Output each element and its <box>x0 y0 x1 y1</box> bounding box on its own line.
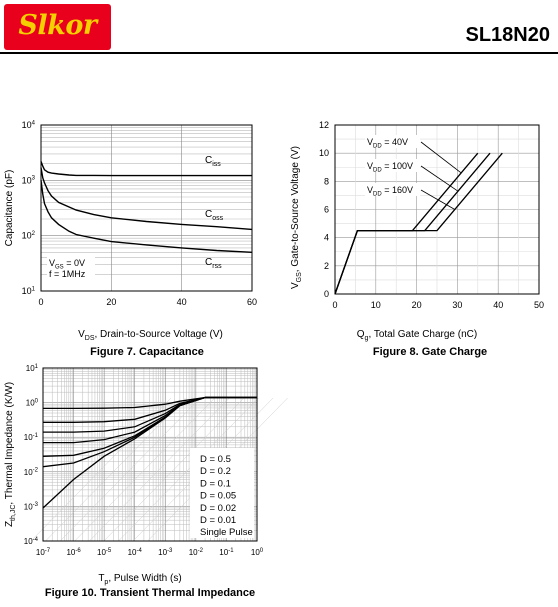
brand-logo: Slkor <box>4 4 111 50</box>
y-tick-label: 6 <box>324 205 329 215</box>
plot-frame <box>334 124 540 295</box>
series-line <box>42 396 257 509</box>
y-tick-label: 4 <box>324 233 329 243</box>
x-axis-label: VDS, Drain-to-Source Voltage (V) <box>78 329 223 342</box>
x-tick-label: 20 <box>106 297 116 307</box>
series-label-pointer <box>420 165 459 192</box>
legend-entry: D = 0.1 <box>200 478 231 489</box>
series-label: VDD = 100V <box>367 161 413 174</box>
y-tick-label: 102 <box>22 231 36 241</box>
y-axis-label: Zth,JC, Thermal Impedance (K/W) <box>4 382 17 527</box>
brand-logo-text: Slkor <box>18 10 97 41</box>
x-tick-label: 10-3 <box>158 548 173 557</box>
header-divider <box>0 52 558 54</box>
x-axis-label: Tp, Pulse Width (s) <box>98 573 181 586</box>
x-tick-label: 20 <box>412 300 422 310</box>
background-diagonal <box>45 397 186 542</box>
x-tick-label: 40 <box>493 300 503 310</box>
caption-figure-10: Figure 10. Transient Thermal Impedance <box>44 587 256 599</box>
series-line <box>40 180 253 253</box>
y-tick-label: 10-3 <box>24 502 39 511</box>
x-axis-label: Qg, Total Gate Charge (nC) <box>357 329 477 342</box>
legend-entry: D = 0.5 <box>200 454 231 465</box>
y-tick-label: 101 <box>26 364 39 373</box>
caption-figure-7: Figure 7. Capacitance <box>90 346 204 358</box>
y-tick-label: 8 <box>324 176 329 186</box>
x-tick-label: 10-5 <box>97 548 112 557</box>
legend-entry: D = 0.05 <box>200 491 236 502</box>
y-axis-label: VGS, Gate-to-Source Voltage (V) <box>290 146 303 289</box>
series-label: VDD = 160V <box>367 185 413 198</box>
series-label-pointer <box>420 189 456 210</box>
series-label-bg <box>365 135 420 148</box>
series-label: Crss <box>205 257 222 270</box>
background-diagonal <box>89 397 230 542</box>
x-tick-label: 0 <box>332 300 337 310</box>
legend-entry: D = 0.2 <box>200 466 231 477</box>
x-tick-label: 10 <box>371 300 381 310</box>
y-tick-label: 0 <box>324 289 329 299</box>
y-tick-label: 101 <box>22 286 36 296</box>
y-tick-label: 2 <box>324 261 329 271</box>
plot-frame <box>42 367 258 542</box>
background-diagonal <box>74 397 215 542</box>
x-tick-label: 100 <box>251 548 264 557</box>
chart-legend: D = 0.5D = 0.2D = 0.1 D = 0.05D = 0.02D =… <box>190 448 254 538</box>
x-tick-label: 10-2 <box>189 548 204 557</box>
series-label: Ciss <box>205 155 221 168</box>
background-diagonal <box>59 397 201 542</box>
annotation-vgs: VGS = 0V <box>49 258 85 271</box>
legend-entry: D = 0.01 <box>200 515 236 526</box>
background-diagonal <box>118 397 259 542</box>
x-tick-label: 30 <box>452 300 462 310</box>
y-axis-label: Capacitance (pF) <box>4 170 15 247</box>
part-number: SL18N20 <box>465 24 551 46</box>
x-tick-label: 10-7 <box>36 548 51 557</box>
caption-figure-8: Figure 8. Gate Charge <box>372 346 488 358</box>
chart-thermal-impedance: 101 100 10-1 10-2 10-3 10-4 10-7 10-6 10-5 10-4 10… <box>4 364 288 586</box>
chart-capacitance: 101 102 103 104 0 20 40 60 Capacitance (pF) VDS, … <box>4 120 257 342</box>
x-tick-label: 10-4 <box>128 548 143 557</box>
series-line <box>334 152 503 295</box>
y-tick-label: 10 <box>319 148 329 158</box>
legend-entry: D = 0.02 <box>200 503 236 514</box>
legend-entry: Single Pulse <box>200 527 253 538</box>
x-tick-label: 10-1 <box>219 548 234 557</box>
y-tick-label: 10-2 <box>24 468 39 477</box>
series-label: VDD = 40V <box>367 137 408 150</box>
series-label-bg <box>365 159 420 172</box>
y-tick-label: 104 <box>22 120 36 130</box>
x-tick-label: 60 <box>247 297 257 307</box>
background-diagonal <box>103 397 245 542</box>
x-tick-label: 50 <box>534 300 544 310</box>
x-tick-label: 0 <box>38 297 43 307</box>
series-line <box>40 167 253 231</box>
plot-frame <box>40 124 253 292</box>
chart-gate-charge: 0 2 4 6 8 10 12 0 10 20 30 40 50 VGS, Gate-to-Source … <box>290 120 544 342</box>
annotation-freq: f = 1MHz <box>49 269 86 279</box>
series-line <box>40 161 252 177</box>
y-tick-label: 12 <box>319 120 329 130</box>
series-label: Coss <box>205 209 224 222</box>
y-tick-label: 100 <box>26 398 39 407</box>
y-tick-label: 10-1 <box>24 433 39 442</box>
x-tick-label: 40 <box>177 297 187 307</box>
series-label-pointer <box>420 141 462 174</box>
y-tick-label: 10-4 <box>24 537 39 546</box>
annotation-bg <box>47 256 95 280</box>
series-label-bg <box>365 183 420 196</box>
y-tick-label: 103 <box>22 175 36 185</box>
x-tick-label: 10-6 <box>66 548 81 557</box>
legend-bg <box>190 448 254 538</box>
